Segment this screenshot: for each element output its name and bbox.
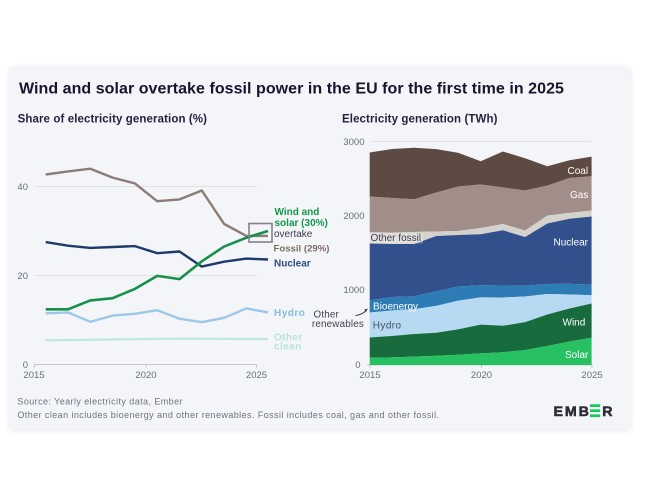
svg-text:Solar: Solar <box>565 350 589 361</box>
svg-text:solar (30%): solar (30%) <box>275 218 328 229</box>
svg-text:Share of electricity generatio: Share of electricity generation (%) <box>18 114 208 126</box>
svg-text:Gas: Gas <box>570 190 588 201</box>
svg-text:Hydro: Hydro <box>274 308 305 319</box>
svg-text:Other clean includes bioenergy: Other clean includes bioenergy and other… <box>17 410 439 420</box>
svg-text:0: 0 <box>23 360 28 371</box>
svg-text:Other fossil: Other fossil <box>371 233 422 244</box>
svg-text:20: 20 <box>17 271 28 282</box>
svg-text:Other: Other <box>314 310 340 321</box>
svg-text:Wind and solar overtake fossil: Wind and solar overtake fossil power in … <box>19 80 564 97</box>
svg-text:2015: 2015 <box>359 370 380 381</box>
svg-text:Electricity generation (TWh): Electricity generation (TWh) <box>342 114 498 126</box>
svg-text:2025: 2025 <box>581 370 602 381</box>
svg-text:1000: 1000 <box>343 285 364 296</box>
svg-text:Wind: Wind <box>563 318 586 329</box>
svg-text:Coal: Coal <box>568 166 589 177</box>
svg-text:2015: 2015 <box>23 370 44 381</box>
svg-text:Wind and: Wind and <box>275 207 320 218</box>
svg-text:renewables: renewables <box>312 319 364 330</box>
svg-text:Nuclear: Nuclear <box>554 238 589 249</box>
svg-text:2020: 2020 <box>135 370 156 381</box>
svg-text:3000: 3000 <box>343 137 364 148</box>
svg-text:EMB: EMB <box>554 404 591 420</box>
svg-text:Other: Other <box>274 332 303 343</box>
svg-text:0: 0 <box>355 360 360 371</box>
svg-text:clean: clean <box>274 342 302 353</box>
svg-text:overtake: overtake <box>274 229 313 240</box>
svg-text:2000: 2000 <box>343 211 364 222</box>
svg-text:Fossil (29%): Fossil (29%) <box>274 243 330 254</box>
svg-text:2025: 2025 <box>246 370 267 381</box>
svg-text:Hydro: Hydro <box>373 321 402 332</box>
svg-text:40: 40 <box>17 182 28 193</box>
svg-text:Bioenergy: Bioenergy <box>373 301 418 312</box>
svg-text:2020: 2020 <box>471 370 492 381</box>
svg-text:Nuclear: Nuclear <box>274 258 311 269</box>
svg-text:Source: Yearly electricity dat: Source: Yearly electricity data, Ember <box>17 397 183 407</box>
svg-text:R: R <box>602 404 614 420</box>
